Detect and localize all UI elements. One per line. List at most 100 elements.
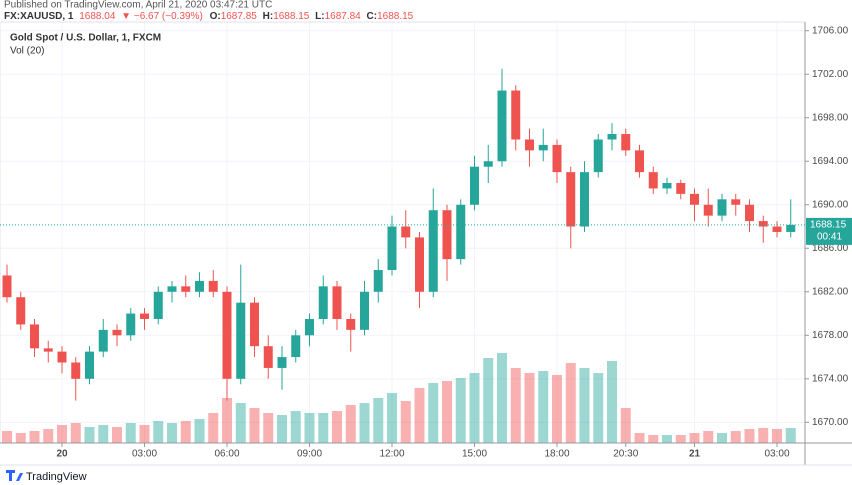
candle-body: [525, 139, 534, 151]
ohlc-label: O:: [210, 11, 221, 22]
candle-body: [291, 335, 301, 358]
candle-layer: [2, 68, 796, 401]
candle-body: [112, 329, 122, 336]
candle-body: [2, 275, 12, 298]
x-tick-label: 06:00: [214, 449, 239, 460]
volume-bar: [359, 403, 370, 443]
candle-body: [662, 183, 672, 189]
volume-bar: [43, 429, 54, 443]
candle-body: [731, 199, 741, 205]
change: ▼ −6.67 (−0.39%): [121, 11, 203, 22]
candle-body: [415, 237, 424, 292]
candle-body: [648, 172, 658, 189]
volume-bar: [2, 431, 12, 443]
volume-bar: [345, 405, 356, 443]
volume-bar: [57, 425, 67, 443]
brand-icon: [6, 470, 23, 481]
volume-bar: [414, 388, 425, 443]
volume-bar: [442, 381, 452, 443]
x-tick-label: 15:00: [462, 449, 487, 460]
candle-body: [511, 90, 521, 140]
y-tick-label: 1690.00: [812, 199, 849, 210]
countdown-label: 00:41: [817, 232, 842, 243]
x-tick-label: 03:00: [764, 449, 789, 460]
last-price-box: [806, 217, 852, 245]
x-tick-label: 18:00: [544, 449, 569, 460]
volume-bar: [235, 403, 246, 443]
candle-body: [552, 144, 562, 173]
volume-bar: [675, 435, 686, 443]
candle-body: [676, 183, 686, 194]
candle-body: [332, 286, 342, 319]
candle-body: [167, 286, 177, 292]
volume-bar: [15, 433, 26, 443]
volume-bar: [758, 428, 769, 443]
volume-bar: [648, 435, 659, 443]
volume-bar: [730, 431, 741, 443]
last-value: 1688.04: [79, 11, 116, 22]
volume-bar: [139, 425, 150, 443]
volume-bar: [703, 431, 714, 443]
candle-body: [85, 351, 94, 379]
x-tick-label: 03:00: [132, 449, 157, 460]
grid-layer: [0, 22, 805, 443]
volume-label: Vol (20): [10, 46, 44, 57]
volume-bar: [125, 423, 136, 443]
candle-body: [71, 362, 81, 379]
candle-body: [703, 204, 713, 216]
ohlc-label: H:: [263, 11, 274, 22]
volume-bar: [263, 413, 274, 443]
volume-bar: [565, 363, 576, 443]
volume-bar: [208, 413, 219, 443]
x-tick-label: 09:00: [297, 449, 322, 460]
candle-body: [181, 286, 191, 292]
candle-body: [442, 210, 452, 260]
candle-body: [470, 166, 479, 205]
candle-body: [373, 270, 383, 292]
volume-bar: [84, 427, 95, 443]
candle-body: [153, 291, 163, 319]
ohlc-value: 1688.15: [273, 11, 310, 22]
candle-body: [758, 221, 768, 227]
candle-body: [538, 144, 548, 151]
volume-bar: [98, 425, 109, 443]
y-tick-label: 1678.00: [812, 330, 849, 341]
volume-bar: [552, 375, 562, 443]
candle-body: [456, 204, 466, 260]
volume-bar: [70, 423, 81, 443]
candle-body: [745, 204, 754, 222]
volume-bar: [277, 415, 287, 443]
candle-body: [360, 291, 369, 330]
x-tick-label: 20:30: [613, 449, 638, 460]
y-tick-label: 1674.00: [812, 373, 849, 384]
candle-body: [483, 161, 493, 167]
volume-bar: [332, 411, 342, 443]
volume-bar: [153, 421, 164, 443]
volume-bar: [428, 383, 439, 443]
volume-bar: [483, 358, 494, 443]
volume-bar: [304, 413, 315, 443]
volume-bar: [29, 431, 40, 443]
candle-body: [717, 199, 727, 216]
volume-bar: [662, 435, 672, 443]
volume-bar: [689, 433, 700, 443]
candle-body: [593, 139, 603, 173]
volume-bar: [579, 368, 590, 443]
volume-bar: [373, 398, 384, 443]
candle-body: [428, 210, 438, 292]
candle-body: [57, 351, 67, 363]
volume-bar: [469, 373, 480, 443]
y-tick-label: 1682.00: [812, 286, 849, 297]
volume-bar: [772, 429, 782, 443]
candle-body: [690, 193, 699, 205]
volume-bar: [744, 429, 755, 443]
candle-body: [401, 226, 411, 238]
candle-body: [250, 302, 259, 347]
volume-bar: [387, 393, 397, 443]
candle-body: [195, 280, 204, 292]
x-tick-label: 20: [56, 449, 68, 460]
candle-body: [772, 226, 782, 232]
